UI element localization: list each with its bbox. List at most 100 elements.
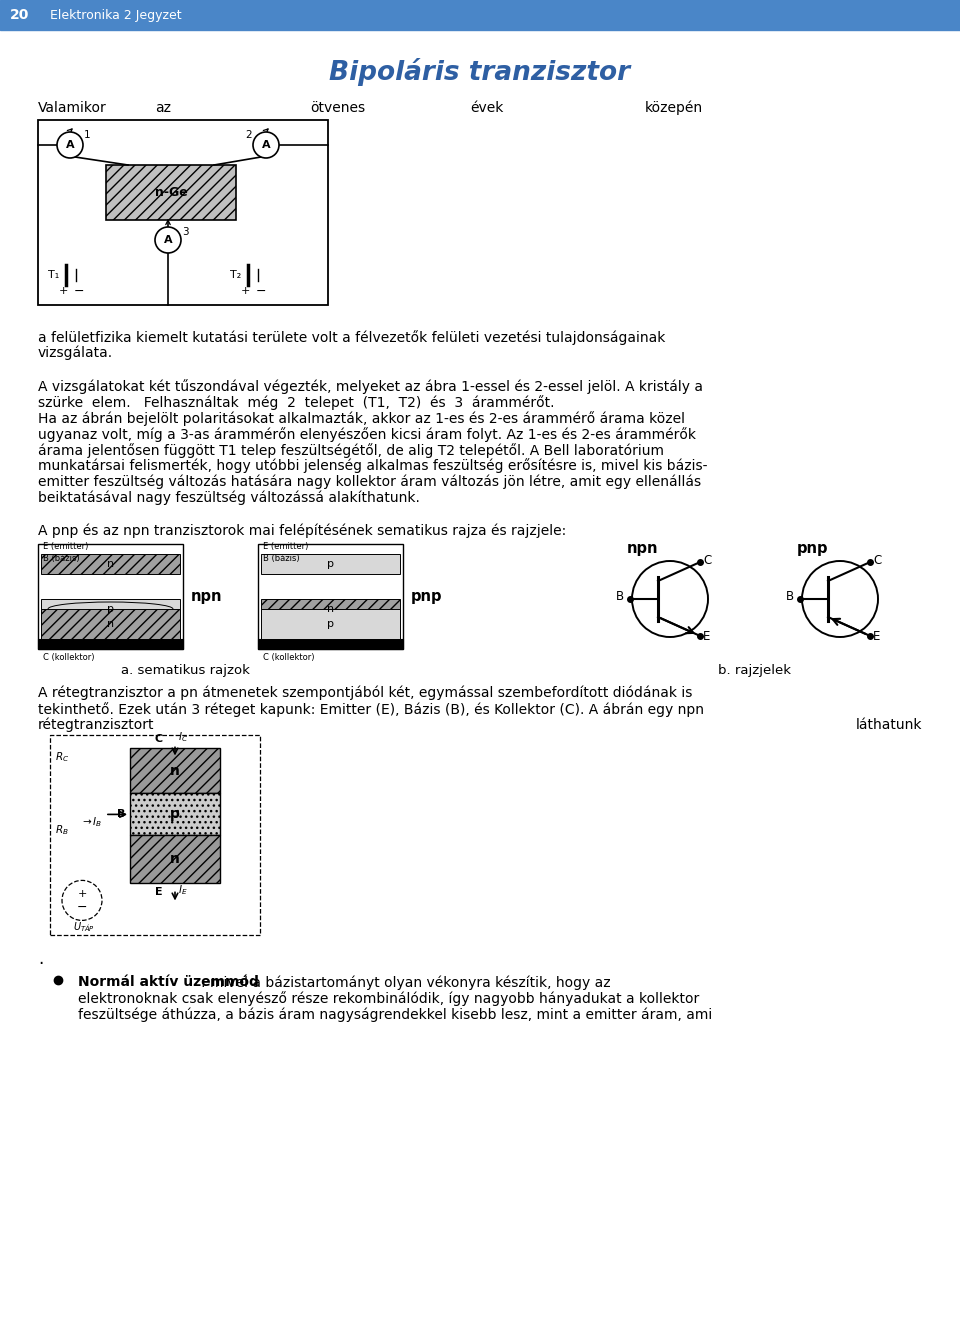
Text: elektronoknak csak elenyésző része rekombinálódik, így nagyobb hányadukat a koll: elektronoknak csak elenyésző része rekom… <box>78 992 699 1006</box>
Text: $R_B$: $R_B$ <box>55 824 69 837</box>
Text: .: . <box>38 950 43 969</box>
Text: n: n <box>327 604 334 615</box>
Bar <box>38 119 328 305</box>
Text: közepén: közepén <box>645 101 703 115</box>
Text: B (bázis): B (bázis) <box>263 554 300 564</box>
Bar <box>261 554 400 574</box>
Bar <box>258 639 403 650</box>
Text: p: p <box>327 619 334 629</box>
Bar <box>130 793 220 836</box>
Text: A pnp és az npn tranzisztorok mai felépítésének sematikus rajza és rajzjele:: A pnp és az npn tranzisztorok mai felépí… <box>38 523 566 538</box>
Text: árama jelentősen függött T1 telep feszültségétől, de alig T2 telepétől. A Bell l: árama jelentősen függött T1 telep feszül… <box>38 443 664 458</box>
Text: láthatunk: láthatunk <box>855 718 922 731</box>
Text: tekinthető. Ezek után 3 réteget kapunk: Emitter (E), Bázis (B), és Kollektor (C): tekinthető. Ezek után 3 réteget kapunk: … <box>38 702 704 717</box>
Text: Valamikor: Valamikor <box>38 101 107 115</box>
Text: B: B <box>116 809 125 820</box>
Text: n-Ge: n-Ge <box>155 187 187 199</box>
Text: $U_{TÁP}$: $U_{TÁP}$ <box>73 921 95 934</box>
Text: C (kollektor): C (kollektor) <box>43 654 94 662</box>
Circle shape <box>802 561 878 637</box>
Text: +: + <box>59 286 68 297</box>
Text: $I_E$: $I_E$ <box>178 883 187 898</box>
Text: −: − <box>77 900 87 914</box>
Text: A: A <box>164 235 172 246</box>
Text: +: + <box>240 286 250 297</box>
Text: $\rightarrow I_B$: $\rightarrow I_B$ <box>80 816 102 829</box>
Text: C: C <box>703 554 711 568</box>
Text: n: n <box>170 852 180 867</box>
Text: A: A <box>65 140 74 150</box>
Text: n: n <box>107 619 114 629</box>
Text: Normál aktív üzemmód: Normál aktív üzemmód <box>78 976 259 989</box>
Text: A vizsgálatokat két tűszondával végezték, melyeket az ábra 1-essel és 2-essel je: A vizsgálatokat két tűszondával végezték… <box>38 380 703 395</box>
Circle shape <box>155 227 181 254</box>
Text: Bipoláris tranzisztor: Bipoláris tranzisztor <box>329 58 631 86</box>
Text: n: n <box>107 560 114 569</box>
Text: emitter feszültség változás hatására nagy kollektor áram változás jön létre, ami: emitter feszültség változás hatására nag… <box>38 475 701 488</box>
Text: p: p <box>107 604 114 615</box>
Text: beiktatásával nagy feszültség változássá alakíthatunk.: beiktatásával nagy feszültség változássá… <box>38 490 420 505</box>
Bar <box>50 735 260 935</box>
Bar <box>106 165 236 220</box>
Circle shape <box>253 132 279 158</box>
Text: p: p <box>327 560 334 569</box>
Text: feszültsége áthúzza, a bázis áram nagyságrendekkel kisebb lesz, mint a emitter á: feszültsége áthúzza, a bázis áram nagysá… <box>78 1006 712 1021</box>
Text: Elektronika 2 Jegyzet: Elektronika 2 Jegyzet <box>50 8 181 21</box>
Text: T₂: T₂ <box>230 270 241 280</box>
Text: 2: 2 <box>246 130 252 140</box>
Text: B: B <box>616 589 624 603</box>
Text: A rétegtranzisztor a pn átmenetek szempontjából két, egymással szembefordított d: A rétegtranzisztor a pn átmenetek szempo… <box>38 686 692 701</box>
Bar <box>0 0 960 30</box>
Text: E: E <box>703 631 710 644</box>
Text: ötvenes: ötvenes <box>310 101 365 115</box>
Text: −: − <box>255 285 266 298</box>
Text: T₁: T₁ <box>48 270 60 280</box>
Text: 3: 3 <box>182 227 188 238</box>
Text: npn: npn <box>626 542 658 557</box>
Bar <box>38 544 183 650</box>
Text: n: n <box>170 764 180 778</box>
Bar <box>41 554 180 574</box>
Text: pnp: pnp <box>411 589 443 604</box>
Bar <box>130 749 220 793</box>
Text: : mivel a bázistartományt olyan vékonyra készítik, hogy az: : mivel a bázistartományt olyan vékonyra… <box>201 976 611 990</box>
Bar <box>130 836 220 883</box>
Bar <box>41 609 180 639</box>
Text: p: p <box>170 808 180 821</box>
Text: munkatársai felismerték, hogy utóbbi jelenség alkalmas feszültség erősítésre is,: munkatársai felismerték, hogy utóbbi jel… <box>38 459 708 474</box>
Text: b. rajzjelek: b. rajzjelek <box>718 664 791 676</box>
Circle shape <box>62 880 102 921</box>
Circle shape <box>57 132 83 158</box>
Text: E (emitter): E (emitter) <box>263 542 308 552</box>
Text: évek: évek <box>470 101 503 115</box>
Text: 1: 1 <box>84 130 90 140</box>
Text: B: B <box>786 589 794 603</box>
Text: A: A <box>262 140 271 150</box>
Text: $I_C$: $I_C$ <box>178 730 188 745</box>
Text: az: az <box>155 101 171 115</box>
Text: $R_C$: $R_C$ <box>55 750 69 764</box>
Text: E (emitter): E (emitter) <box>43 542 88 552</box>
Text: rétegtranzisztort: rétegtranzisztort <box>38 718 155 733</box>
Text: 20: 20 <box>10 8 30 21</box>
Circle shape <box>632 561 708 637</box>
Bar <box>41 599 180 619</box>
Text: C: C <box>873 554 881 568</box>
Text: C: C <box>155 734 163 745</box>
Text: szürke  elem.   Felhasználtak  még  2  telepet  (T1,  T2)  és  3  árammérőt.: szürke elem. Felhasználtak még 2 telepet… <box>38 396 555 411</box>
Text: +: + <box>78 890 86 899</box>
Text: B (bázis): B (bázis) <box>43 554 80 564</box>
Text: −: − <box>74 285 84 298</box>
Text: ugyanaz volt, míg a 3-as árammérőn elenyészően kicsi áram folyt. Az 1-es és 2-es: ugyanaz volt, míg a 3-as árammérőn eleny… <box>38 427 696 442</box>
Text: C (kollektor): C (kollektor) <box>263 654 315 662</box>
Bar <box>261 599 400 619</box>
Text: pnp: pnp <box>796 542 828 557</box>
Text: npn: npn <box>191 589 223 604</box>
Text: a felületfizika kiemelt kutatási területe volt a félvezetők felületi vezetési tu: a felületfizika kiemelt kutatási terület… <box>38 330 665 345</box>
Bar <box>258 544 403 650</box>
Bar <box>261 609 400 639</box>
Bar <box>38 639 183 650</box>
Text: Ha az ábrán bejelölt polaritásokat alkalmazták, akkor az 1-es és 2-es árammérő á: Ha az ábrán bejelölt polaritásokat alkal… <box>38 411 685 425</box>
Text: a. sematikus rajzok: a. sematikus rajzok <box>121 664 250 676</box>
Text: vizsgálata.: vizsgálata. <box>38 346 113 360</box>
